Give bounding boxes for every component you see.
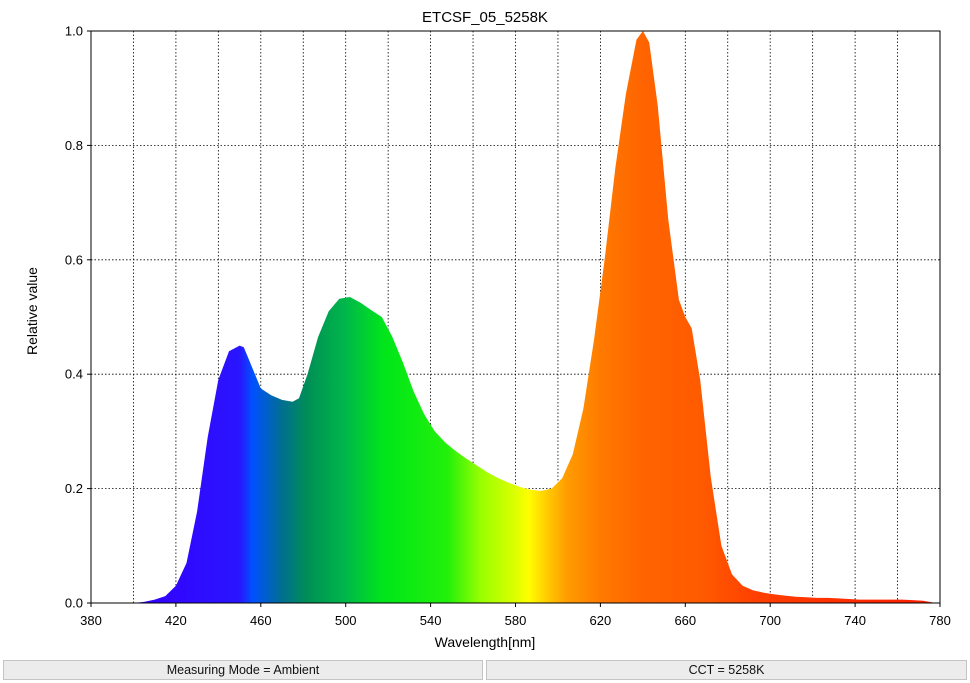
x-tick-label: 500 — [335, 613, 357, 628]
spectrum-chart: ETCSF_05_5258K 380 420 460 500 540 580 620 660 7… — [24, 9, 951, 650]
x-tick-label: 620 — [590, 613, 612, 628]
measuring-mode-status: Measuring Mode = Ambient — [3, 660, 483, 680]
x-tick-label: 460 — [250, 613, 272, 628]
y-axis-label: Relative value — [24, 267, 40, 355]
chart-title: ETCSF_05_5258K — [422, 9, 548, 26]
x-axis-ticks: 380 420 460 500 540 580 620 660 700 740 780 — [80, 603, 951, 628]
x-axis-label: Wavelength[nm] — [435, 634, 536, 650]
status-bar: Measuring Mode = Ambient CCT = 5258K — [0, 658, 970, 683]
y-tick-label: 0.6 — [65, 252, 83, 267]
x-tick-label: 780 — [929, 613, 951, 628]
y-tick-label: 0.4 — [65, 367, 83, 382]
x-tick-label: 380 — [80, 613, 102, 628]
x-tick-label: 700 — [759, 613, 781, 628]
cct-status: CCT = 5258K — [486, 660, 967, 680]
x-tick-label: 580 — [505, 613, 527, 628]
y-tick-label: 0.0 — [65, 596, 83, 611]
x-tick-label: 420 — [165, 613, 187, 628]
x-tick-label: 540 — [420, 613, 442, 628]
y-tick-label: 1.0 — [65, 24, 83, 39]
x-tick-label: 660 — [674, 613, 696, 628]
x-tick-label: 740 — [844, 613, 866, 628]
spectrum-area — [91, 31, 936, 603]
y-tick-label: 0.8 — [65, 138, 83, 153]
y-tick-label: 0.2 — [65, 481, 83, 496]
y-axis-ticks: 0.0 0.2 0.4 0.6 0.8 1.0 — [65, 24, 91, 611]
